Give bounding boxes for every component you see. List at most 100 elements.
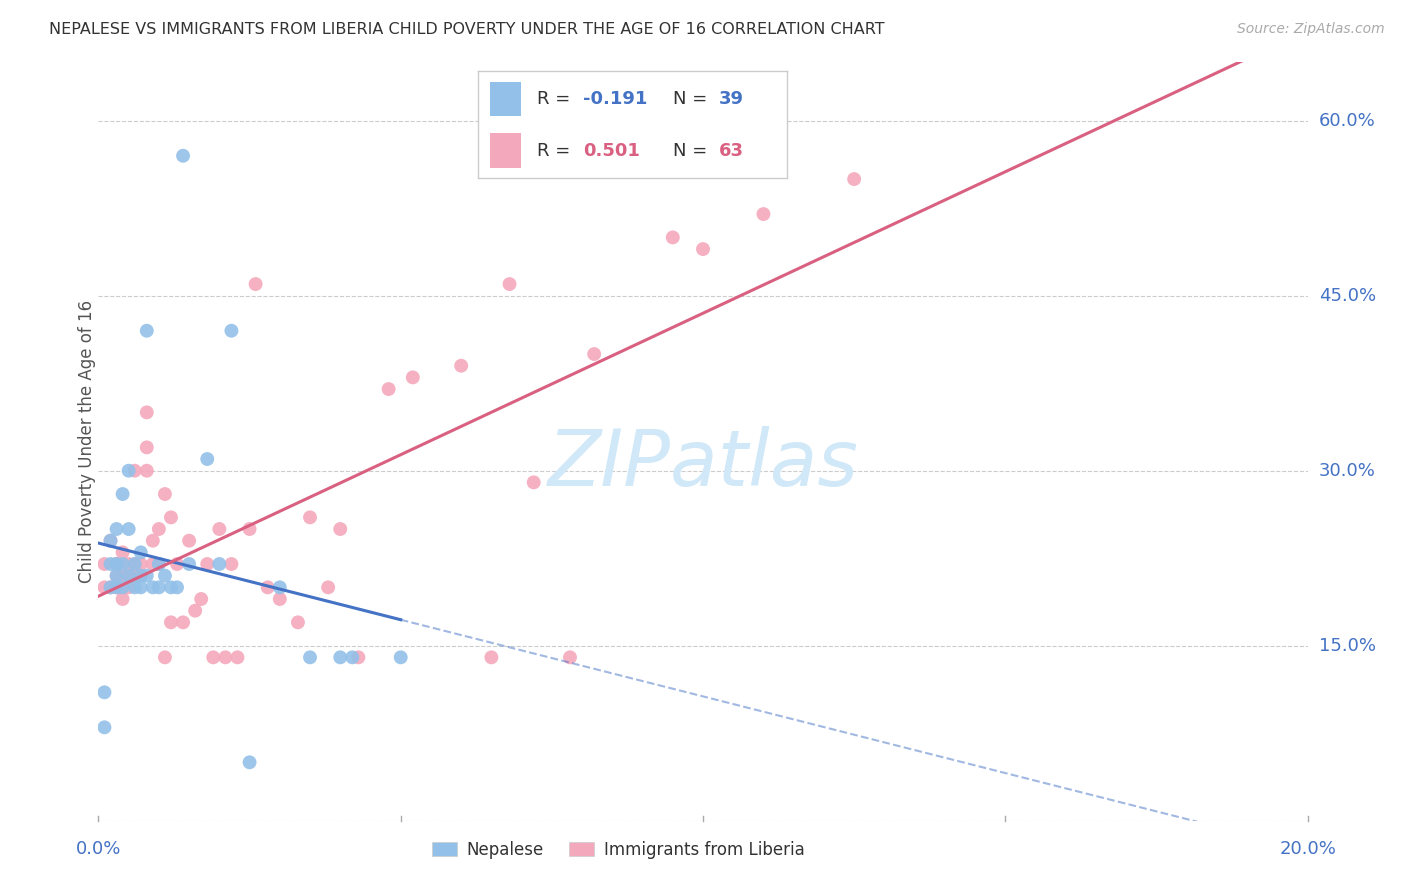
Point [179, 533, 201, 548]
Point [329, 650, 352, 665]
Point [172, 149, 194, 163]
Point [135, 568, 157, 582]
Point [124, 464, 146, 478]
Point [402, 370, 425, 384]
Point [118, 522, 141, 536]
Point [221, 557, 243, 571]
Point [135, 464, 157, 478]
Point [93, 720, 115, 734]
Point [124, 568, 146, 582]
Point [111, 580, 134, 594]
Point [166, 580, 188, 594]
Text: 15.0%: 15.0% [1319, 637, 1375, 655]
Point [93, 557, 115, 571]
Point [124, 580, 146, 594]
Point [135, 324, 157, 338]
Point [118, 568, 141, 582]
Point [105, 580, 128, 594]
Text: 39: 39 [720, 90, 744, 108]
Point [105, 557, 128, 571]
Point [105, 557, 128, 571]
Point [166, 557, 188, 571]
Point [287, 615, 309, 630]
Point [299, 510, 322, 524]
Point [148, 580, 170, 594]
Point [269, 580, 291, 594]
Point [129, 568, 152, 582]
Point [148, 557, 170, 571]
Point [142, 533, 165, 548]
Point [153, 568, 176, 582]
Point [100, 533, 122, 548]
Point [111, 592, 134, 607]
Text: 0.0%: 0.0% [76, 840, 121, 858]
Point [135, 405, 157, 419]
Point [160, 615, 183, 630]
Text: ZIPatlas: ZIPatlas [547, 426, 859, 502]
Point [105, 580, 128, 594]
Text: 0.501: 0.501 [583, 142, 640, 160]
Text: R =: R = [537, 90, 576, 108]
Point [692, 242, 714, 256]
Point [195, 452, 218, 467]
Point [135, 441, 157, 455]
FancyBboxPatch shape [491, 82, 522, 116]
Point [481, 650, 503, 665]
Point [93, 685, 115, 699]
Point [111, 487, 134, 501]
Point [118, 464, 141, 478]
Point [160, 580, 183, 594]
Point [329, 522, 352, 536]
Point [316, 580, 339, 594]
Point [256, 580, 278, 594]
Point [208, 557, 231, 571]
Point [498, 277, 520, 291]
Point [631, 149, 654, 163]
Point [118, 580, 141, 594]
Text: 20.0%: 20.0% [1279, 840, 1336, 858]
Point [558, 650, 581, 665]
Text: N =: N = [673, 90, 713, 108]
Text: 45.0%: 45.0% [1319, 286, 1376, 305]
Point [153, 487, 176, 501]
Point [844, 172, 866, 186]
Point [111, 557, 134, 571]
Point [105, 522, 128, 536]
Point [184, 604, 207, 618]
Point [347, 650, 370, 665]
Point [142, 557, 165, 571]
Point [752, 207, 775, 221]
Point [342, 650, 364, 665]
Text: 60.0%: 60.0% [1319, 112, 1375, 129]
Point [142, 580, 165, 594]
Point [100, 533, 122, 548]
Point [100, 580, 122, 594]
Point [118, 557, 141, 571]
Text: -0.191: -0.191 [583, 90, 648, 108]
Text: 63: 63 [720, 142, 744, 160]
Point [129, 545, 152, 559]
Point [239, 756, 262, 770]
Point [226, 650, 249, 665]
Point [239, 522, 262, 536]
Point [148, 522, 170, 536]
Text: NEPALESE VS IMMIGRANTS FROM LIBERIA CHILD POVERTY UNDER THE AGE OF 16 CORRELATIO: NEPALESE VS IMMIGRANTS FROM LIBERIA CHIL… [49, 22, 884, 37]
Point [129, 580, 152, 594]
Point [389, 650, 412, 665]
Point [190, 592, 212, 607]
Point [100, 557, 122, 571]
Point [124, 557, 146, 571]
Point [105, 568, 128, 582]
Point [269, 592, 291, 607]
Y-axis label: Child Poverty Under the Age of 16: Child Poverty Under the Age of 16 [79, 300, 96, 583]
Point [129, 557, 152, 571]
Point [105, 568, 128, 582]
Point [195, 557, 218, 571]
Point [111, 568, 134, 582]
Point [93, 580, 115, 594]
Point [172, 615, 194, 630]
Point [153, 650, 176, 665]
Text: N =: N = [673, 142, 713, 160]
Point [583, 347, 606, 361]
Point [179, 557, 201, 571]
